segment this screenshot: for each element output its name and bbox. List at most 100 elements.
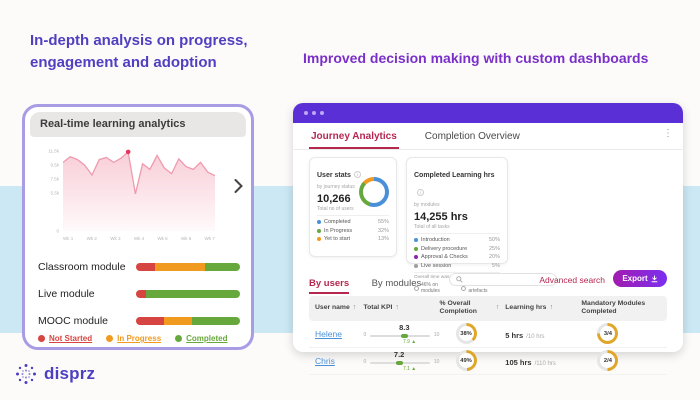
- card-subtitle: by journey status: [317, 184, 355, 190]
- stat-cards: User stats i by journey status 10,266 Tot…: [309, 157, 508, 294]
- card-legend: Completed 55% In Progress 32% Yet to sta…: [317, 219, 389, 242]
- window-dot-icon[interactable]: [304, 111, 308, 115]
- kpi-value: 7.2: [393, 350, 405, 360]
- module-label: Classroom module: [38, 260, 126, 273]
- kpi-slider[interactable]: 7.2 0 10 7.1 ▲: [363, 350, 440, 372]
- slider-max: 10: [433, 332, 440, 339]
- window-dot-icon[interactable]: [312, 111, 316, 115]
- slider-min: 0: [363, 332, 367, 339]
- col-user-name: User name ↑: [315, 304, 357, 312]
- table-row: Chris 7.2 0 10 7.1 ▲ 49% 105 hrs/110 hrs…: [309, 348, 667, 375]
- learning-hrs-cell: 105 hrs/110 hrs: [505, 357, 556, 367]
- dashboard-tabs: Journey Analytics Completion Overview ⋮: [293, 123, 683, 150]
- module-label: Live module: [38, 287, 95, 300]
- tab-journey-analytics[interactable]: Journey Analytics: [309, 126, 399, 149]
- approval-checks-dot: [414, 255, 418, 259]
- legend-label: In Progress: [117, 334, 162, 343]
- table-toolbar: By users By modules Advanced search Expo…: [309, 270, 667, 294]
- window-titlebar: [293, 103, 683, 123]
- export-button[interactable]: Export: [613, 270, 667, 287]
- legend-row: In Progress 32%: [317, 228, 389, 234]
- legend-not-started[interactable]: Not Started: [38, 334, 92, 343]
- tab-by-users[interactable]: By users: [309, 278, 350, 294]
- footer-item: 46% on modules: [414, 282, 452, 294]
- delivery-procedure-dot: [414, 246, 418, 251]
- right-heading: Improved decision making with custom das…: [303, 50, 649, 66]
- live-session-dot: [414, 263, 418, 268]
- info-icon[interactable]: i: [417, 189, 424, 196]
- sort-asc-icon[interactable]: ↑: [549, 304, 553, 312]
- search-icon: [456, 276, 463, 283]
- slider-fill: [396, 361, 404, 366]
- card-subtitle: by modules: [414, 202, 440, 208]
- user-link[interactable]: Chris: [315, 355, 335, 366]
- left-heading: In-depth analysis on progress, engagemen…: [30, 32, 248, 71]
- yet-to-start-dot: [317, 237, 321, 241]
- radio-icon: [461, 285, 467, 291]
- sort-asc-icon[interactable]: ↑: [352, 304, 357, 312]
- completion-badge: 49%: [455, 350, 477, 372]
- legend-label: Completed: [324, 219, 351, 225]
- chevron-right-icon[interactable]: [234, 179, 243, 198]
- legend-label: Not Started: [49, 334, 93, 343]
- module-progress-bar: [136, 289, 240, 298]
- legend-in-progress[interactable]: In Progress: [106, 334, 161, 343]
- legend-pct: 20%: [488, 254, 500, 260]
- legend-pct: 5%: [492, 262, 500, 269]
- legend-pct: 32%: [377, 227, 389, 234]
- legend-row: Delivery procedure 25%: [414, 246, 500, 252]
- legend-label: Live session: [421, 262, 452, 269]
- users-table: User name ↑ Total KPI ↑ % Overall Completi…: [309, 296, 667, 375]
- user-link[interactable]: Helene: [315, 328, 342, 339]
- module-row: Classroom module: [38, 253, 240, 280]
- x-axis-labels: Wk 1 Wk 2 Wk 3 Wk 4 Wk 5 Wk 6 Wk 7: [63, 236, 215, 241]
- module-label: MOOC module: [38, 314, 109, 327]
- not-started-dot: [38, 335, 45, 342]
- legend-label: Introduction: [421, 237, 450, 243]
- col-total-kpi: Total KPI ↑: [363, 304, 399, 312]
- info-icon[interactable]: i: [353, 171, 361, 178]
- learning-hrs-cell: 5 hrs/10 hrs: [505, 330, 545, 340]
- slider-min: 0: [363, 359, 367, 366]
- area-chart-plot: [63, 149, 215, 231]
- slider-track: [370, 335, 431, 338]
- col-overall-completion: % Overall Completion ↑: [439, 300, 500, 316]
- legend-pct: 25%: [488, 245, 500, 252]
- legend-completed[interactable]: Completed: [175, 334, 227, 343]
- col-mandatory-modules: Mandatory Modules Completed: [581, 300, 646, 316]
- legend-pct: 13%: [377, 236, 389, 242]
- introduction-dot: [414, 238, 418, 242]
- legend-label: In Progress: [324, 227, 353, 234]
- card-title: User stats: [317, 172, 351, 179]
- kpi-value: 8.3: [399, 323, 410, 333]
- module-progress-bar: [136, 262, 240, 271]
- legend-label: Yet to start: [324, 236, 351, 242]
- legend-label: Delivery procedure: [421, 245, 468, 252]
- search-input[interactable]: [449, 273, 557, 286]
- in-progress-dot: [106, 335, 114, 342]
- card-value: 10,266: [317, 193, 351, 205]
- dashboard-window: Journey Analytics Completion Overview ⋮ …: [293, 103, 683, 375]
- y-axis-labels: 11.5k 9.5k 7.5k 5.5k 0: [48, 148, 59, 234]
- window-dot-icon[interactable]: [320, 111, 324, 115]
- tab-completion-overview[interactable]: Completion Overview: [424, 131, 520, 142]
- user-stats-card: User stats i by journey status 10,266 Tot…: [309, 157, 397, 257]
- legend-row: Yet to start 13%: [317, 236, 389, 242]
- kpi-slider[interactable]: 8.3 0 10 7.9 ▲: [363, 323, 440, 345]
- learning-analytics-panel: Real-time learning analytics 11.5k 9.5k 7.…: [22, 104, 254, 350]
- slider-max: 10: [433, 359, 440, 366]
- module-row: Live module: [38, 280, 240, 307]
- sort-asc-icon[interactable]: ↑: [395, 304, 399, 312]
- tab-by-modules[interactable]: By modules: [371, 278, 422, 289]
- legend-label: Completed: [186, 334, 228, 343]
- disprz-logo: disprz: [14, 362, 95, 386]
- kebab-menu-icon[interactable]: ⋮: [663, 128, 673, 139]
- footer-label: Overall time was spent:: [414, 274, 464, 280]
- col-learning-hrs: Learning hrs ↑: [505, 304, 553, 312]
- download-icon: [651, 274, 658, 282]
- advanced-search-link[interactable]: Advanced search: [539, 275, 605, 285]
- modules-badge: 3/4: [597, 323, 619, 345]
- in-progress-dot: [317, 228, 321, 233]
- sort-asc-icon[interactable]: ↑: [495, 304, 500, 312]
